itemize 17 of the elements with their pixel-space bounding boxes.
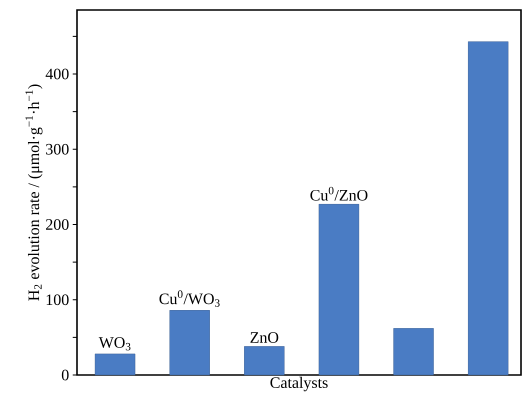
x-tick-label: Cu$^{0}$/ZnO [310, 186, 368, 201]
bar [94, 354, 136, 376]
y-axis-title: H$_{2}$ evolution rate / (μmol·g$^{−1}$·h$^{−1}$) [25, 84, 42, 301]
y-tick-label: 0 [62, 370, 69, 380]
y-tick-label: 100 [46, 294, 69, 306]
bar [169, 310, 210, 376]
x-tick-label: Cu$^{0}$/WO$_{3}$ [159, 290, 220, 307]
bar [318, 204, 360, 376]
bar [244, 346, 285, 376]
x-tick-label: ZnO [250, 332, 278, 343]
y-tick-label: 200 [46, 219, 69, 230]
y-tick-label: 400 [46, 68, 69, 80]
x-tick-label: WO$_{3}$ [98, 337, 130, 350]
bar [393, 328, 434, 376]
bar [468, 41, 508, 376]
y-tick-label: 300 [46, 144, 69, 155]
x-axis-title: Catalysts [270, 376, 328, 392]
